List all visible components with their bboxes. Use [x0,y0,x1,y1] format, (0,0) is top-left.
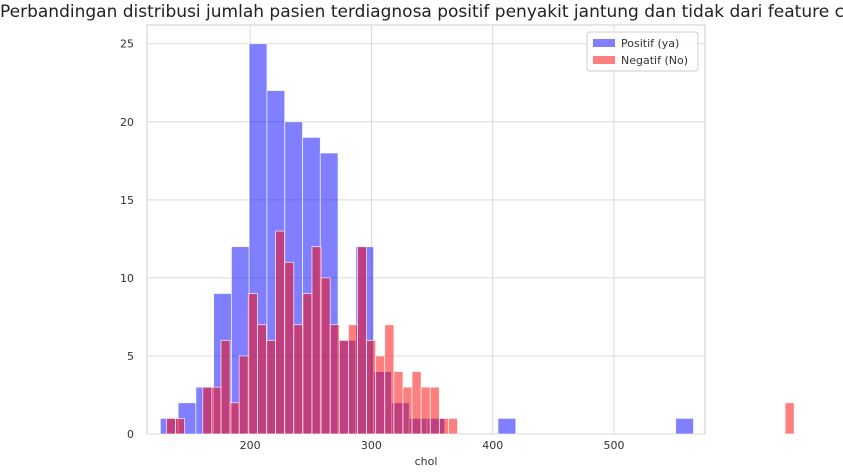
histogram-bar [329,324,340,435]
legend-label-positif: Positif (ya) [621,37,679,50]
histogram-bar [411,371,422,435]
histogram-bar [302,293,313,435]
y-tick-label: 5 [127,350,134,363]
histogram-bar [256,324,267,435]
histogram-bar [347,324,358,435]
legend-label-negatif: Negatif (No) [621,54,688,67]
legend-swatch-negatif [593,56,615,64]
histogram-bar [338,339,349,435]
tick-labels: 200 300 400 500 0 5 10 15 20 25 [120,38,625,452]
histogram-bar [384,324,395,435]
histogram-bar [202,386,213,435]
histogram-bar [448,417,458,435]
histogram-bar [320,277,331,435]
x-tick-label: 400 [482,439,503,452]
histogram-bar [220,339,231,435]
x-tick-label: 200 [240,439,261,452]
histogram-bar [375,355,386,435]
histogram-bar [211,386,222,435]
histogram-bar [393,371,404,435]
series-negatif [166,230,795,435]
histogram-bar [275,230,286,435]
histogram-bar [175,417,186,435]
legend: Positif (ya) Negatif (No) [586,31,699,72]
histogram-bar [247,293,258,435]
histogram-bar [238,355,249,435]
histogram-bar [357,246,367,435]
chart-title: Perbandingan distribusi jumlah pasien te… [0,2,843,22]
histogram-bar [266,339,276,435]
x-axis-label: chol [415,455,438,468]
y-tick-label: 20 [120,116,134,129]
histogram-bar [293,324,304,435]
histogram-bar [675,417,694,435]
histogram-bar [402,386,413,435]
histogram-bar [429,386,440,435]
histogram-bar [311,246,322,435]
histogram-bar [420,386,431,435]
y-tick-label: 10 [120,272,134,285]
histogram-bar [229,402,240,435]
legend-swatch-positif [593,39,615,47]
y-tick-label: 15 [120,194,134,207]
histogram-bar [497,417,517,435]
bars [159,43,795,435]
histogram-bar [366,339,377,435]
histogram-bar [784,402,795,435]
histogram-bar [166,417,176,435]
x-tick-label: 500 [604,439,625,452]
y-tick-label: 0 [127,428,134,441]
histogram-bar [284,261,295,435]
x-tick-label: 300 [361,439,382,452]
y-tick-label: 25 [120,38,134,51]
histogram-bar [438,417,449,435]
